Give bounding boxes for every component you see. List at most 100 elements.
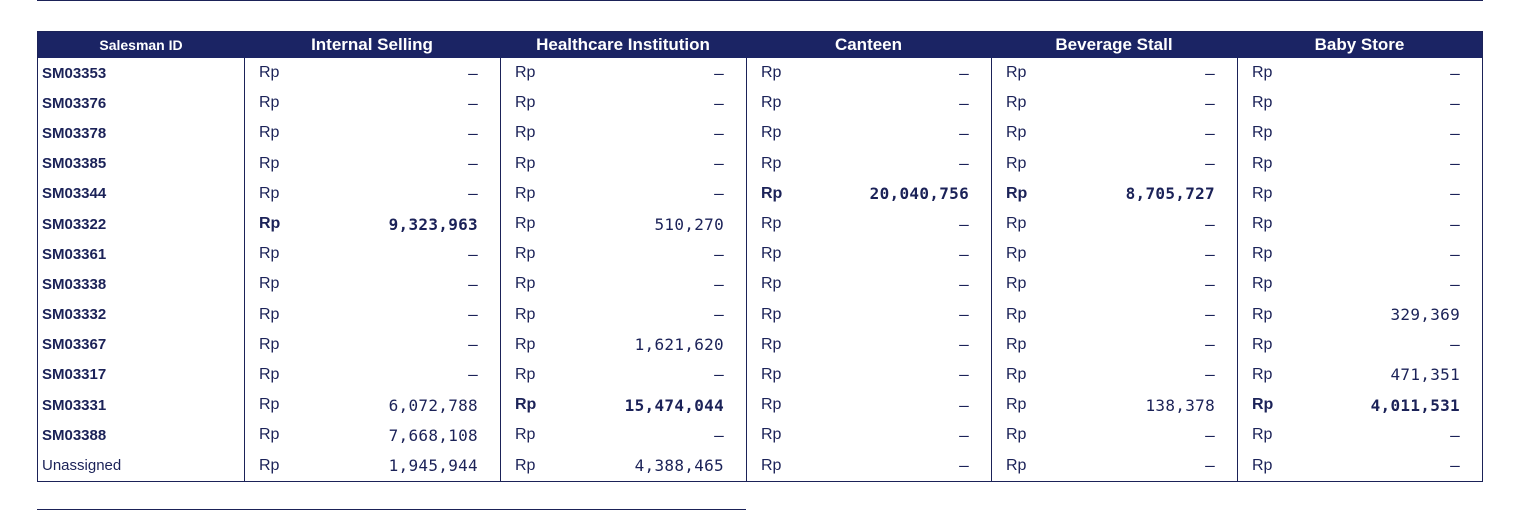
currency-label: Rp (259, 215, 281, 233)
salesman-id: SM03378 (42, 124, 107, 142)
cell-internal-selling: Rp 1,945,944 (244, 450, 500, 481)
currency-label: Rp (515, 64, 536, 82)
currency-label: Rp (761, 184, 783, 202)
cell-internal-selling: Rp – (244, 178, 500, 209)
cell-canteen: Rp – (746, 390, 991, 421)
salesman-id: SM03322 (42, 215, 107, 233)
amount-value: – (1205, 274, 1215, 294)
table-row: SM03385 Rp – Rp – Rp – Rp – Rp – (38, 148, 1482, 179)
amount-value: – (1450, 425, 1460, 445)
cell-internal-selling: Rp – (244, 118, 500, 149)
currency-label: Rp (1006, 365, 1027, 383)
currency-label: Rp (259, 396, 280, 414)
currency-label: Rp (761, 124, 782, 142)
amount-value: – (1205, 244, 1215, 264)
cell-internal-selling: Rp – (244, 239, 500, 270)
cell-healthcare-institution: Rp – (500, 178, 746, 209)
currency-label: Rp (515, 426, 536, 444)
table-row: SM03317 Rp – Rp – Rp – Rp – Rp 471,351 (38, 359, 1482, 391)
amount-value: – (1205, 123, 1215, 143)
cell-internal-selling: Rp – (244, 359, 500, 391)
currency-label: Rp (1252, 124, 1273, 142)
cell-beverage-stall: Rp – (991, 450, 1237, 481)
currency-label: Rp (1252, 396, 1274, 414)
cell-canteen: Rp – (746, 329, 991, 360)
amount-value: – (1205, 456, 1215, 476)
cell-beverage-stall: Rp – (991, 329, 1237, 360)
cell-canteen: Rp – (746, 420, 991, 451)
salesman-id: SM03331 (42, 396, 107, 414)
amount-value: – (714, 184, 724, 204)
salesman-id: SM03367 (42, 336, 107, 354)
amount-value: – (1450, 184, 1460, 204)
cell-canteen: Rp – (746, 269, 991, 300)
amount-value: – (959, 456, 969, 476)
currency-label: Rp (761, 396, 782, 414)
amount-value: – (1450, 63, 1460, 83)
amount-value: 510,270 (654, 214, 724, 234)
amount-value: 471,351 (1390, 365, 1460, 385)
table-row: Unassigned Rp 1,945,944 Rp 4,388,465 Rp – Rp – Rp… (38, 450, 1482, 481)
amount-value: 8,705,727 (1125, 184, 1215, 204)
amount-value: – (468, 184, 478, 204)
table-row: SM03388 Rp 7,668,108 Rp – Rp – Rp – Rp – (38, 420, 1482, 451)
cell-beverage-stall: Rp – (991, 148, 1237, 179)
amount-value: – (714, 274, 724, 294)
amount-value: 9,323,963 (388, 214, 478, 234)
cell-baby-store: Rp – (1237, 269, 1482, 300)
cell-canteen: Rp – (746, 58, 991, 89)
cell-internal-selling: Rp – (244, 269, 500, 300)
currency-label: Rp (761, 305, 782, 323)
amount-value: – (714, 244, 724, 264)
cell-beverage-stall: Rp – (991, 118, 1237, 149)
cell-baby-store: Rp – (1237, 208, 1482, 240)
amount-value: – (468, 274, 478, 294)
cell-beverage-stall: Rp – (991, 88, 1237, 119)
amount-value: 329,369 (1390, 305, 1460, 325)
salesman-id: SM03338 (42, 275, 107, 293)
amount-value: – (468, 123, 478, 143)
amount-value: – (714, 425, 724, 445)
header-baby-store: Baby Store (1314, 35, 1405, 54)
amount-value: – (959, 274, 969, 294)
amount-value: 4,388,465 (634, 456, 724, 476)
cell-baby-store: Rp – (1237, 420, 1482, 451)
cell-healthcare-institution: Rp – (500, 118, 746, 149)
bottom-rule (37, 509, 746, 510)
currency-label: Rp (1252, 215, 1273, 233)
currency-label: Rp (259, 365, 280, 383)
currency-label: Rp (259, 275, 280, 293)
table-row: SM03378 Rp – Rp – Rp – Rp – Rp – (38, 118, 1482, 149)
cell-internal-selling: Rp – (244, 329, 500, 360)
table-row: SM03353 Rp – Rp – Rp – Rp – Rp – (38, 58, 1482, 89)
amount-value: – (1450, 93, 1460, 113)
currency-label: Rp (259, 154, 280, 172)
currency-label: Rp (1252, 94, 1273, 112)
salesman-id: SM03353 (42, 64, 107, 82)
cell-baby-store: Rp – (1237, 88, 1482, 119)
amount-value: – (1450, 154, 1460, 174)
cell-beverage-stall: Rp 8,705,727 (991, 178, 1237, 209)
currency-label: Rp (259, 426, 280, 444)
cell-healthcare-institution: Rp – (500, 420, 746, 451)
cell-beverage-stall: Rp – (991, 269, 1237, 300)
cell-internal-selling: Rp – (244, 148, 500, 179)
cell-beverage-stall: Rp – (991, 58, 1237, 89)
currency-label: Rp (515, 275, 536, 293)
amount-value: – (959, 63, 969, 83)
currency-label: Rp (761, 335, 782, 353)
currency-label: Rp (1006, 456, 1027, 474)
header-internal-selling: Internal Selling (311, 35, 433, 54)
currency-label: Rp (259, 335, 280, 353)
salesman-id: Unassigned (42, 457, 122, 475)
amount-value: 138,378 (1145, 395, 1215, 415)
currency-label: Rp (761, 275, 782, 293)
cell-baby-store: Rp – (1237, 148, 1482, 179)
cell-healthcare-institution: Rp – (500, 239, 746, 270)
amount-value: – (1450, 214, 1460, 234)
cell-baby-store: Rp – (1237, 178, 1482, 209)
currency-label: Rp (259, 456, 280, 474)
amount-value: 1,945,944 (388, 456, 478, 476)
currency-label: Rp (761, 426, 782, 444)
table-header: Salesman ID Internal Selling Healthcare … (38, 32, 1482, 58)
